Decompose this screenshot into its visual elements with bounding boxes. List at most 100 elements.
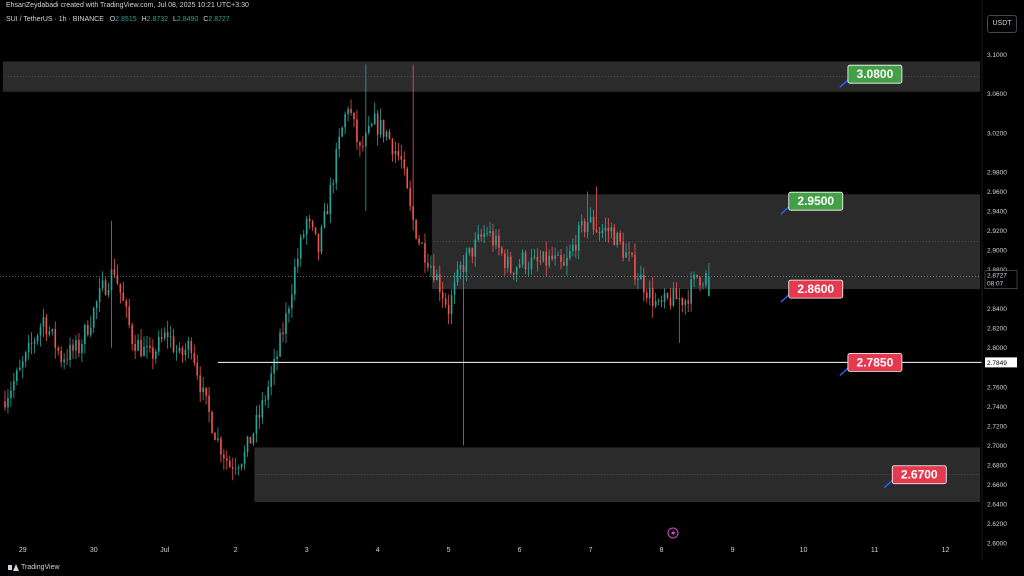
candle-body bbox=[577, 225, 580, 251]
candle-body bbox=[326, 211, 329, 215]
candle-body bbox=[288, 308, 290, 314]
candle-body bbox=[4, 401, 6, 408]
candle-body bbox=[18, 367, 21, 371]
candle-body bbox=[172, 336, 175, 352]
candle-body bbox=[317, 233, 320, 253]
candle-body bbox=[107, 290, 110, 295]
candle-body bbox=[598, 231, 601, 234]
candle-body bbox=[24, 352, 27, 362]
candle-body bbox=[613, 227, 616, 245]
price-label-box bbox=[788, 279, 844, 299]
candle-body bbox=[347, 108, 349, 115]
candle-body bbox=[98, 288, 101, 302]
lightning-icon bbox=[667, 527, 679, 539]
candle-body bbox=[128, 306, 131, 326]
candle-body bbox=[477, 234, 480, 240]
candle-body bbox=[196, 362, 199, 376]
candle-body bbox=[521, 252, 524, 265]
symbol-legend: SUI / TetherUS · 1h · BINANCE O2.8515 H2… bbox=[6, 16, 233, 23]
candle-body bbox=[441, 292, 444, 299]
candle-body bbox=[184, 349, 187, 355]
brand-name: TradingView bbox=[21, 564, 60, 571]
candle-body bbox=[539, 261, 542, 263]
price-label-text: 2.8600 bbox=[797, 282, 834, 296]
candle-body bbox=[137, 339, 139, 351]
candle-body bbox=[450, 295, 453, 314]
candle-body bbox=[57, 347, 60, 351]
candle-body bbox=[264, 399, 267, 401]
x-tick-label: 8 bbox=[660, 547, 664, 554]
candle-body bbox=[492, 231, 494, 246]
candle-body bbox=[616, 232, 619, 245]
y-tick-label: 2.7200 bbox=[987, 423, 1007, 430]
candle-body bbox=[471, 247, 474, 257]
y-tick-label: 2.7400 bbox=[987, 404, 1007, 411]
candle-body bbox=[305, 218, 308, 235]
y-tick-label: 2.7600 bbox=[987, 384, 1007, 391]
y-tick-label: 2.8400 bbox=[987, 306, 1007, 313]
candle-body bbox=[418, 238, 420, 244]
candle-body bbox=[332, 183, 335, 185]
candle-body bbox=[376, 113, 379, 135]
x-tick-label: 2 bbox=[234, 547, 238, 554]
candle-body bbox=[421, 243, 423, 244]
candle-body bbox=[187, 340, 190, 350]
candle-body bbox=[157, 336, 160, 352]
candle-body bbox=[273, 359, 275, 374]
candle-body bbox=[708, 276, 710, 297]
tradingview-logo-icon bbox=[8, 564, 19, 571]
candle-body bbox=[486, 232, 488, 234]
candle-body bbox=[7, 397, 9, 408]
candle-body bbox=[663, 293, 666, 302]
candle-body bbox=[66, 359, 68, 361]
x-tick-label: 9 bbox=[731, 547, 735, 554]
candle-body bbox=[435, 274, 438, 281]
candle-body bbox=[433, 265, 435, 281]
candle-body bbox=[175, 351, 178, 353]
candle-body bbox=[690, 279, 692, 304]
candle-body bbox=[675, 288, 678, 300]
candle-body bbox=[294, 266, 296, 295]
candle-body bbox=[619, 232, 621, 242]
candle-body bbox=[367, 125, 370, 133]
candle-body bbox=[178, 347, 181, 352]
candle-body bbox=[631, 252, 633, 255]
candle-body bbox=[699, 277, 701, 286]
currency-button[interactable]: USDT bbox=[987, 15, 1017, 33]
x-tick-label: 4 bbox=[376, 547, 380, 554]
candle-body bbox=[282, 332, 284, 335]
candle-body bbox=[666, 293, 669, 298]
candle-body bbox=[122, 292, 125, 301]
candle-body bbox=[335, 149, 338, 184]
candle-body bbox=[533, 256, 536, 259]
candle-body bbox=[338, 136, 341, 150]
candle-body bbox=[160, 336, 163, 339]
candle-body bbox=[403, 159, 406, 169]
candle-body bbox=[489, 231, 491, 233]
candle-body bbox=[651, 288, 654, 307]
candle-body bbox=[226, 458, 228, 461]
candle-body bbox=[166, 332, 169, 338]
candle-body bbox=[444, 298, 447, 305]
candle-body bbox=[75, 339, 77, 351]
candle-body bbox=[205, 387, 207, 396]
candle-body bbox=[353, 112, 355, 120]
candle-body bbox=[524, 252, 527, 270]
candle-body bbox=[320, 226, 323, 253]
x-tick-label: 10 bbox=[800, 547, 808, 554]
candle-body bbox=[551, 255, 553, 260]
candle-body bbox=[560, 254, 562, 263]
candle-body bbox=[447, 304, 450, 314]
candle-body bbox=[308, 218, 311, 222]
y-tick-label: 2.6000 bbox=[987, 541, 1007, 548]
candle-body bbox=[545, 251, 548, 266]
high-label: H bbox=[141, 16, 147, 23]
candle-body bbox=[548, 255, 551, 266]
candle-body bbox=[415, 219, 417, 239]
candle-body bbox=[92, 308, 95, 328]
candle-body bbox=[190, 340, 193, 354]
candle-body bbox=[30, 342, 33, 344]
candle-body bbox=[311, 221, 314, 228]
candle-body bbox=[453, 282, 456, 296]
